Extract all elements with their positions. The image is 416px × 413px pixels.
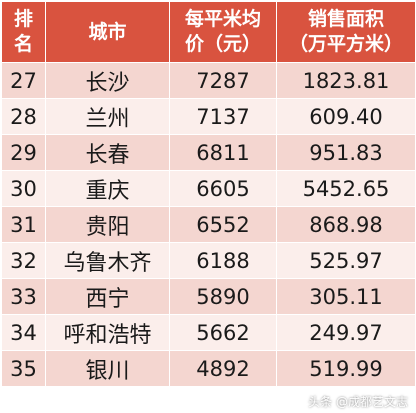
table-row: 27 长沙 7287 1823.81: [1, 62, 416, 99]
city-cell: 兰州: [45, 98, 170, 135]
area-cell: 305.11: [276, 278, 416, 315]
table-row: 35 银川 4892 519.99: [1, 350, 416, 387]
header-area-line1: 销售面积: [307, 8, 384, 30]
rank-cell: 28: [1, 98, 46, 135]
price-cell: 6811: [169, 134, 277, 171]
price-cell: 6605: [169, 170, 277, 207]
header-rank-line1: 排: [13, 8, 33, 30]
table-row: 33 西宁 5890 305.11: [1, 278, 416, 315]
price-cell: 7287: [169, 62, 277, 99]
city-cell: 呼和浩特: [45, 314, 170, 351]
header-price: 每平米均 价（元）: [169, 1, 277, 63]
price-cell: 6188: [169, 242, 277, 279]
price-cell: 5890: [169, 278, 277, 315]
city-cell: 长沙: [45, 62, 170, 99]
city-cell: 贵阳: [45, 206, 170, 243]
rank-cell: 31: [1, 206, 46, 243]
header-rank-line2: 名: [13, 33, 33, 55]
price-cell: 5662: [169, 314, 277, 351]
rank-cell: 30: [1, 170, 46, 207]
ranking-table: 排 名 城市 每平米均 价（元） 销售面积 （万平方米） 27 长沙 7287 …: [1, 1, 416, 387]
header-row: 排 名 城市 每平米均 价（元） 销售面积 （万平方米）: [1, 1, 416, 63]
table-row: 32 乌鲁木齐 6188 525.97: [1, 242, 416, 279]
header-price-line2: 价（元）: [184, 33, 261, 55]
city-cell: 乌鲁木齐: [45, 242, 170, 279]
rank-cell: 34: [1, 314, 46, 351]
table-row: 28 兰州 7137 609.40: [1, 98, 416, 135]
area-cell: 951.83: [276, 134, 416, 171]
area-cell: 249.97: [276, 314, 416, 351]
area-cell: 1823.81: [276, 62, 416, 99]
rank-cell: 27: [1, 62, 46, 99]
table-row: 29 长春 6811 951.83: [1, 134, 416, 171]
header-city: 城市: [45, 1, 170, 63]
watermark: 头条 @成都艺文志: [308, 395, 408, 409]
city-cell: 银川: [45, 350, 170, 387]
header-rank: 排 名: [1, 1, 46, 63]
rank-cell: 29: [1, 134, 46, 171]
header-area: 销售面积 （万平方米）: [276, 1, 416, 63]
price-cell: 4892: [169, 350, 277, 387]
header-area-line2: （万平方米）: [288, 33, 403, 55]
table-row: 34 呼和浩特 5662 249.97: [1, 314, 416, 351]
price-cell: 6552: [169, 206, 277, 243]
city-cell: 西宁: [45, 278, 170, 315]
rank-cell: 32: [1, 242, 46, 279]
price-cell: 7137: [169, 98, 277, 135]
table-row: 30 重庆 6605 5452.65: [1, 170, 416, 207]
rank-cell: 33: [1, 278, 46, 315]
rank-cell: 35: [1, 350, 46, 387]
area-cell: 609.40: [276, 98, 416, 135]
header-price-line1: 每平米均: [184, 8, 261, 30]
area-cell: 519.99: [276, 350, 416, 387]
area-cell: 5452.65: [276, 170, 416, 207]
city-cell: 重庆: [45, 170, 170, 207]
table-row: 31 贵阳 6552 868.98: [1, 206, 416, 243]
area-cell: 525.97: [276, 242, 416, 279]
city-cell: 长春: [45, 134, 170, 171]
area-cell: 868.98: [276, 206, 416, 243]
